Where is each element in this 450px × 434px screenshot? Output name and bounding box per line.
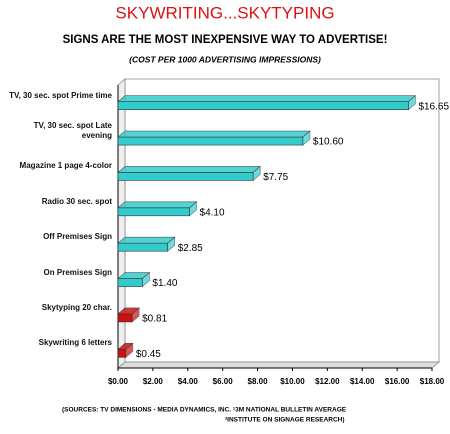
x-tick-label: $16.00 <box>385 377 410 386</box>
chart-subtitle: SIGNS ARE THE MOST INEXPENSIVE WAY TO AD… <box>63 34 388 46</box>
bar-top <box>117 166 262 173</box>
y-tick-label: TV, 30 sec. spot Prime time <box>9 90 112 100</box>
bar-end <box>125 342 134 358</box>
y-tick-label: Skywriting 6 letters <box>38 338 112 348</box>
bar-end <box>302 130 311 146</box>
value-label: $4.10 <box>200 207 225 218</box>
x-tick-label: $18.00 <box>420 377 445 386</box>
bar <box>117 242 169 252</box>
x-tick-label: $8.00 <box>248 377 269 386</box>
bar <box>117 207 190 217</box>
bar-end <box>131 307 140 323</box>
y-tick-label: TV, 30 sec. spot Late evening <box>33 121 112 141</box>
bar-end <box>408 95 416 111</box>
bar <box>117 313 133 323</box>
value-label: $0.45 <box>136 349 161 360</box>
bar <box>117 349 127 358</box>
x-tick-label: $6.00 <box>213 377 234 386</box>
value-label: $2.85 <box>178 243 203 254</box>
side-wall <box>117 78 126 369</box>
bar-top <box>117 130 311 138</box>
bar <box>117 278 143 287</box>
x-tick-label: $2.00 <box>143 377 164 386</box>
bar-top <box>117 201 198 209</box>
back-wall <box>124 78 440 363</box>
bar <box>117 101 409 110</box>
chart-title: SKYWRITING...SKYTYPING <box>115 3 334 22</box>
x-tick-label: $12.00 <box>315 377 340 386</box>
bar-top <box>117 95 417 102</box>
y-tick-label: On Premises Sign <box>43 267 112 277</box>
y-tick-label: Off Premises Sign <box>43 232 112 242</box>
value-label: $1.40 <box>152 278 177 289</box>
source-note: (SOURCES: TV DIMENSIONS - MEDIA DYNAMICS… <box>62 407 347 414</box>
bar-end <box>189 201 197 217</box>
value-label: $0.81 <box>142 314 167 325</box>
value-label: $7.75 <box>263 172 288 183</box>
x-tick-label: $10.00 <box>280 377 305 386</box>
y-tick-label: Magazine 1 page 4-color <box>19 161 112 171</box>
bar-end <box>142 271 150 288</box>
value-label: $16.65 <box>418 101 449 112</box>
value-label: $10.60 <box>313 137 344 148</box>
bar-top <box>117 236 176 244</box>
bar-end <box>252 165 261 182</box>
bar <box>117 172 254 181</box>
x-tick-label: $0.00 <box>108 377 129 386</box>
source-note: ²INSTITUTE ON SIGNAGE RESEARCH) <box>225 417 345 424</box>
x-tick-label: $14.00 <box>350 377 375 386</box>
y-tick-label: Skytyping 20 char. <box>41 302 112 312</box>
floor <box>116 361 441 369</box>
bar-end <box>167 236 176 252</box>
y-tick-label: Radio 30 sec. spot <box>41 196 112 206</box>
x-tick-label: $4.00 <box>178 377 199 386</box>
bar <box>117 136 304 146</box>
chart-caption: (COST PER 1000 ADVERTISING IMPRESSIONS) <box>129 54 321 64</box>
